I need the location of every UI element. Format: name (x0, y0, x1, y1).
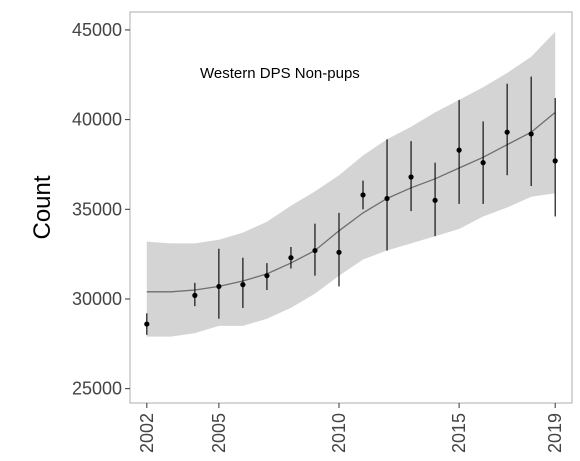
plot-frame (129, 11, 573, 404)
data-point (264, 273, 270, 279)
x-tick-label: 2010 (329, 413, 349, 453)
data-point (288, 255, 294, 261)
data-point (144, 321, 150, 327)
y-tick-label: 30000 (72, 289, 122, 309)
data-point (480, 160, 486, 166)
data-point (240, 282, 246, 288)
data-point (504, 129, 510, 135)
y-tick-label: 25000 (72, 379, 122, 399)
data-point (216, 283, 222, 290)
y-tick-label: 45000 (72, 20, 122, 40)
data-point (312, 247, 318, 254)
data-point (360, 192, 366, 198)
data-point (408, 174, 414, 180)
x-tick-label: 2019 (545, 413, 565, 453)
data-point (336, 249, 342, 255)
data-point (432, 197, 438, 203)
y-tick-label: 40000 (72, 110, 122, 130)
x-tick-label: 2005 (209, 413, 229, 453)
y-tick-label: 35000 (72, 199, 122, 219)
x-tick-label: 2002 (137, 413, 157, 453)
confidence-band (146, 31, 556, 337)
data-point (456, 147, 462, 153)
data-point (528, 131, 534, 137)
x-tick-label: 2015 (449, 413, 469, 453)
y-axis-label: Count (29, 175, 56, 239)
data-point (192, 292, 198, 298)
data-point (384, 195, 390, 202)
trend-line (146, 111, 556, 293)
data-point (552, 158, 558, 164)
chart-annotation: Western DPS Non-pups (200, 65, 360, 82)
